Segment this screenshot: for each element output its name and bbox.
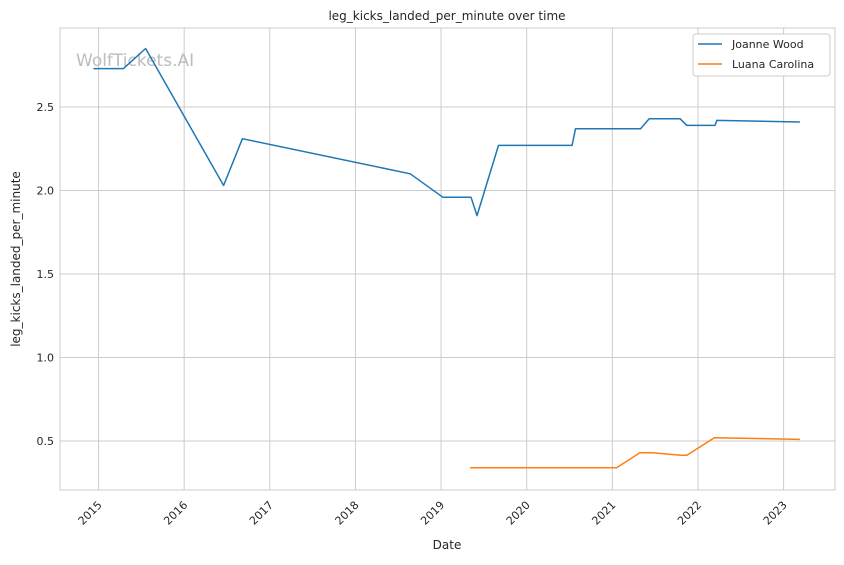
- x-tick-label: 2020: [504, 499, 533, 528]
- y-axis-label: leg_kicks_landed_per_minute: [9, 171, 23, 347]
- x-tick-labels: 2015 2016 2017 2018 2019 2020 2021 2022 2023: [76, 499, 790, 528]
- series-lines: [93, 47, 800, 469]
- chart-title: leg_kicks_landed_per_minute over time: [328, 9, 565, 23]
- series-line-joanne-wood: [93, 47, 800, 217]
- legend-label-luana: Luana Carolina: [732, 58, 814, 71]
- x-tick-label: 2015: [76, 499, 105, 528]
- x-tick-label: 2022: [675, 499, 704, 528]
- x-tick-label: 2018: [333, 499, 362, 528]
- x-tick-label: 2019: [418, 499, 447, 528]
- x-tick-label: 2016: [161, 499, 190, 528]
- y-tick-label: 2.0: [37, 185, 55, 198]
- x-tick-label: 2021: [589, 499, 618, 528]
- y-tick-label: 0.5: [37, 435, 55, 448]
- grid: [60, 28, 835, 490]
- y-tick-label: 2.5: [37, 101, 55, 114]
- y-tick-label: 1.0: [37, 352, 55, 365]
- y-tick-labels: 0.5 1.0 1.5 2.0 2.5: [37, 101, 55, 448]
- legend-box: [692, 33, 831, 77]
- y-tick-label: 1.5: [37, 268, 55, 281]
- legend-label-joanne: Joanne Wood: [731, 38, 804, 51]
- x-tick-label: 2017: [247, 499, 276, 528]
- plot-frame: [59, 27, 836, 491]
- series-line-luana-carolina: [470, 436, 800, 469]
- x-axis-label: Date: [433, 538, 462, 552]
- legend: Joanne Wood Luana Carolina: [692, 33, 831, 77]
- watermark: WolfTickets.AI: [76, 51, 194, 71]
- x-tick-label: 2023: [761, 499, 790, 528]
